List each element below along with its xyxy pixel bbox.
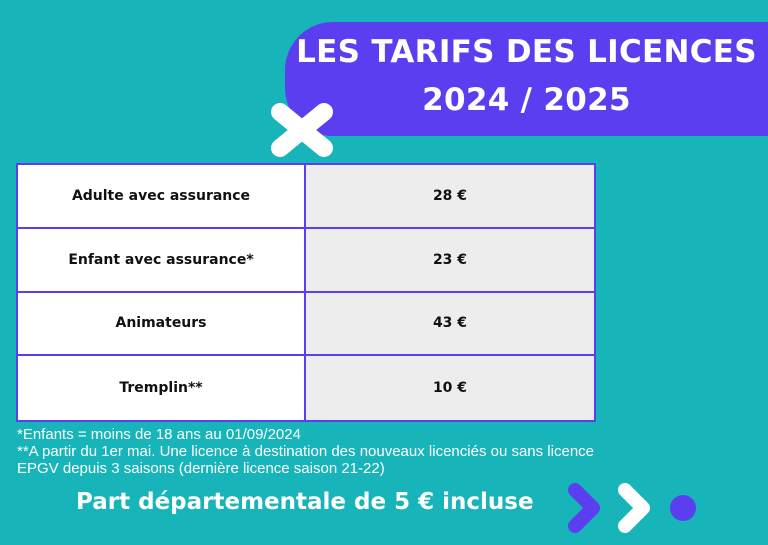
row-price-animateurs: 43 €: [306, 292, 594, 357]
dot-icon: [670, 495, 696, 521]
footnote-tremplin: **A partir du 1er mai. Une licence à des…: [17, 443, 595, 460]
footer-note: Part départementale de 5 € incluse: [76, 489, 534, 515]
row-label-tremplin: Tremplin**: [18, 356, 306, 420]
row-label-adulte: Adulte avec assurance: [18, 165, 306, 229]
price-table: Adulte avec assurance 28 € Enfant avec a…: [16, 163, 596, 422]
page-title: LES TARIFS DES LICENCES: [296, 34, 757, 70]
footnote-enfants: *Enfants = moins de 18 ans au 01/09/2024: [17, 426, 301, 443]
row-label-animateurs: Animateurs: [18, 292, 306, 357]
row-price-tremplin: 10 €: [306, 356, 594, 420]
footnotes: *Enfants = moins de 18 ans au 01/09/2024…: [17, 426, 762, 477]
arrows-decoration: [568, 483, 696, 533]
cross-icon: [271, 103, 333, 157]
row-price-adulte: 28 €: [306, 165, 594, 229]
row-label-enfant: Enfant avec assurance*: [18, 228, 306, 293]
row-price-enfant: 23 €: [306, 228, 594, 293]
double-chevron-right-icon: [568, 483, 650, 533]
footnote-tremplin-cont: EPGV depuis 3 saisons (dernière licence …: [17, 460, 385, 477]
season-title: 2024 / 2025: [422, 82, 631, 118]
title-banner: LES TARIFS DES LICENCES 2024 / 2025: [285, 22, 768, 136]
